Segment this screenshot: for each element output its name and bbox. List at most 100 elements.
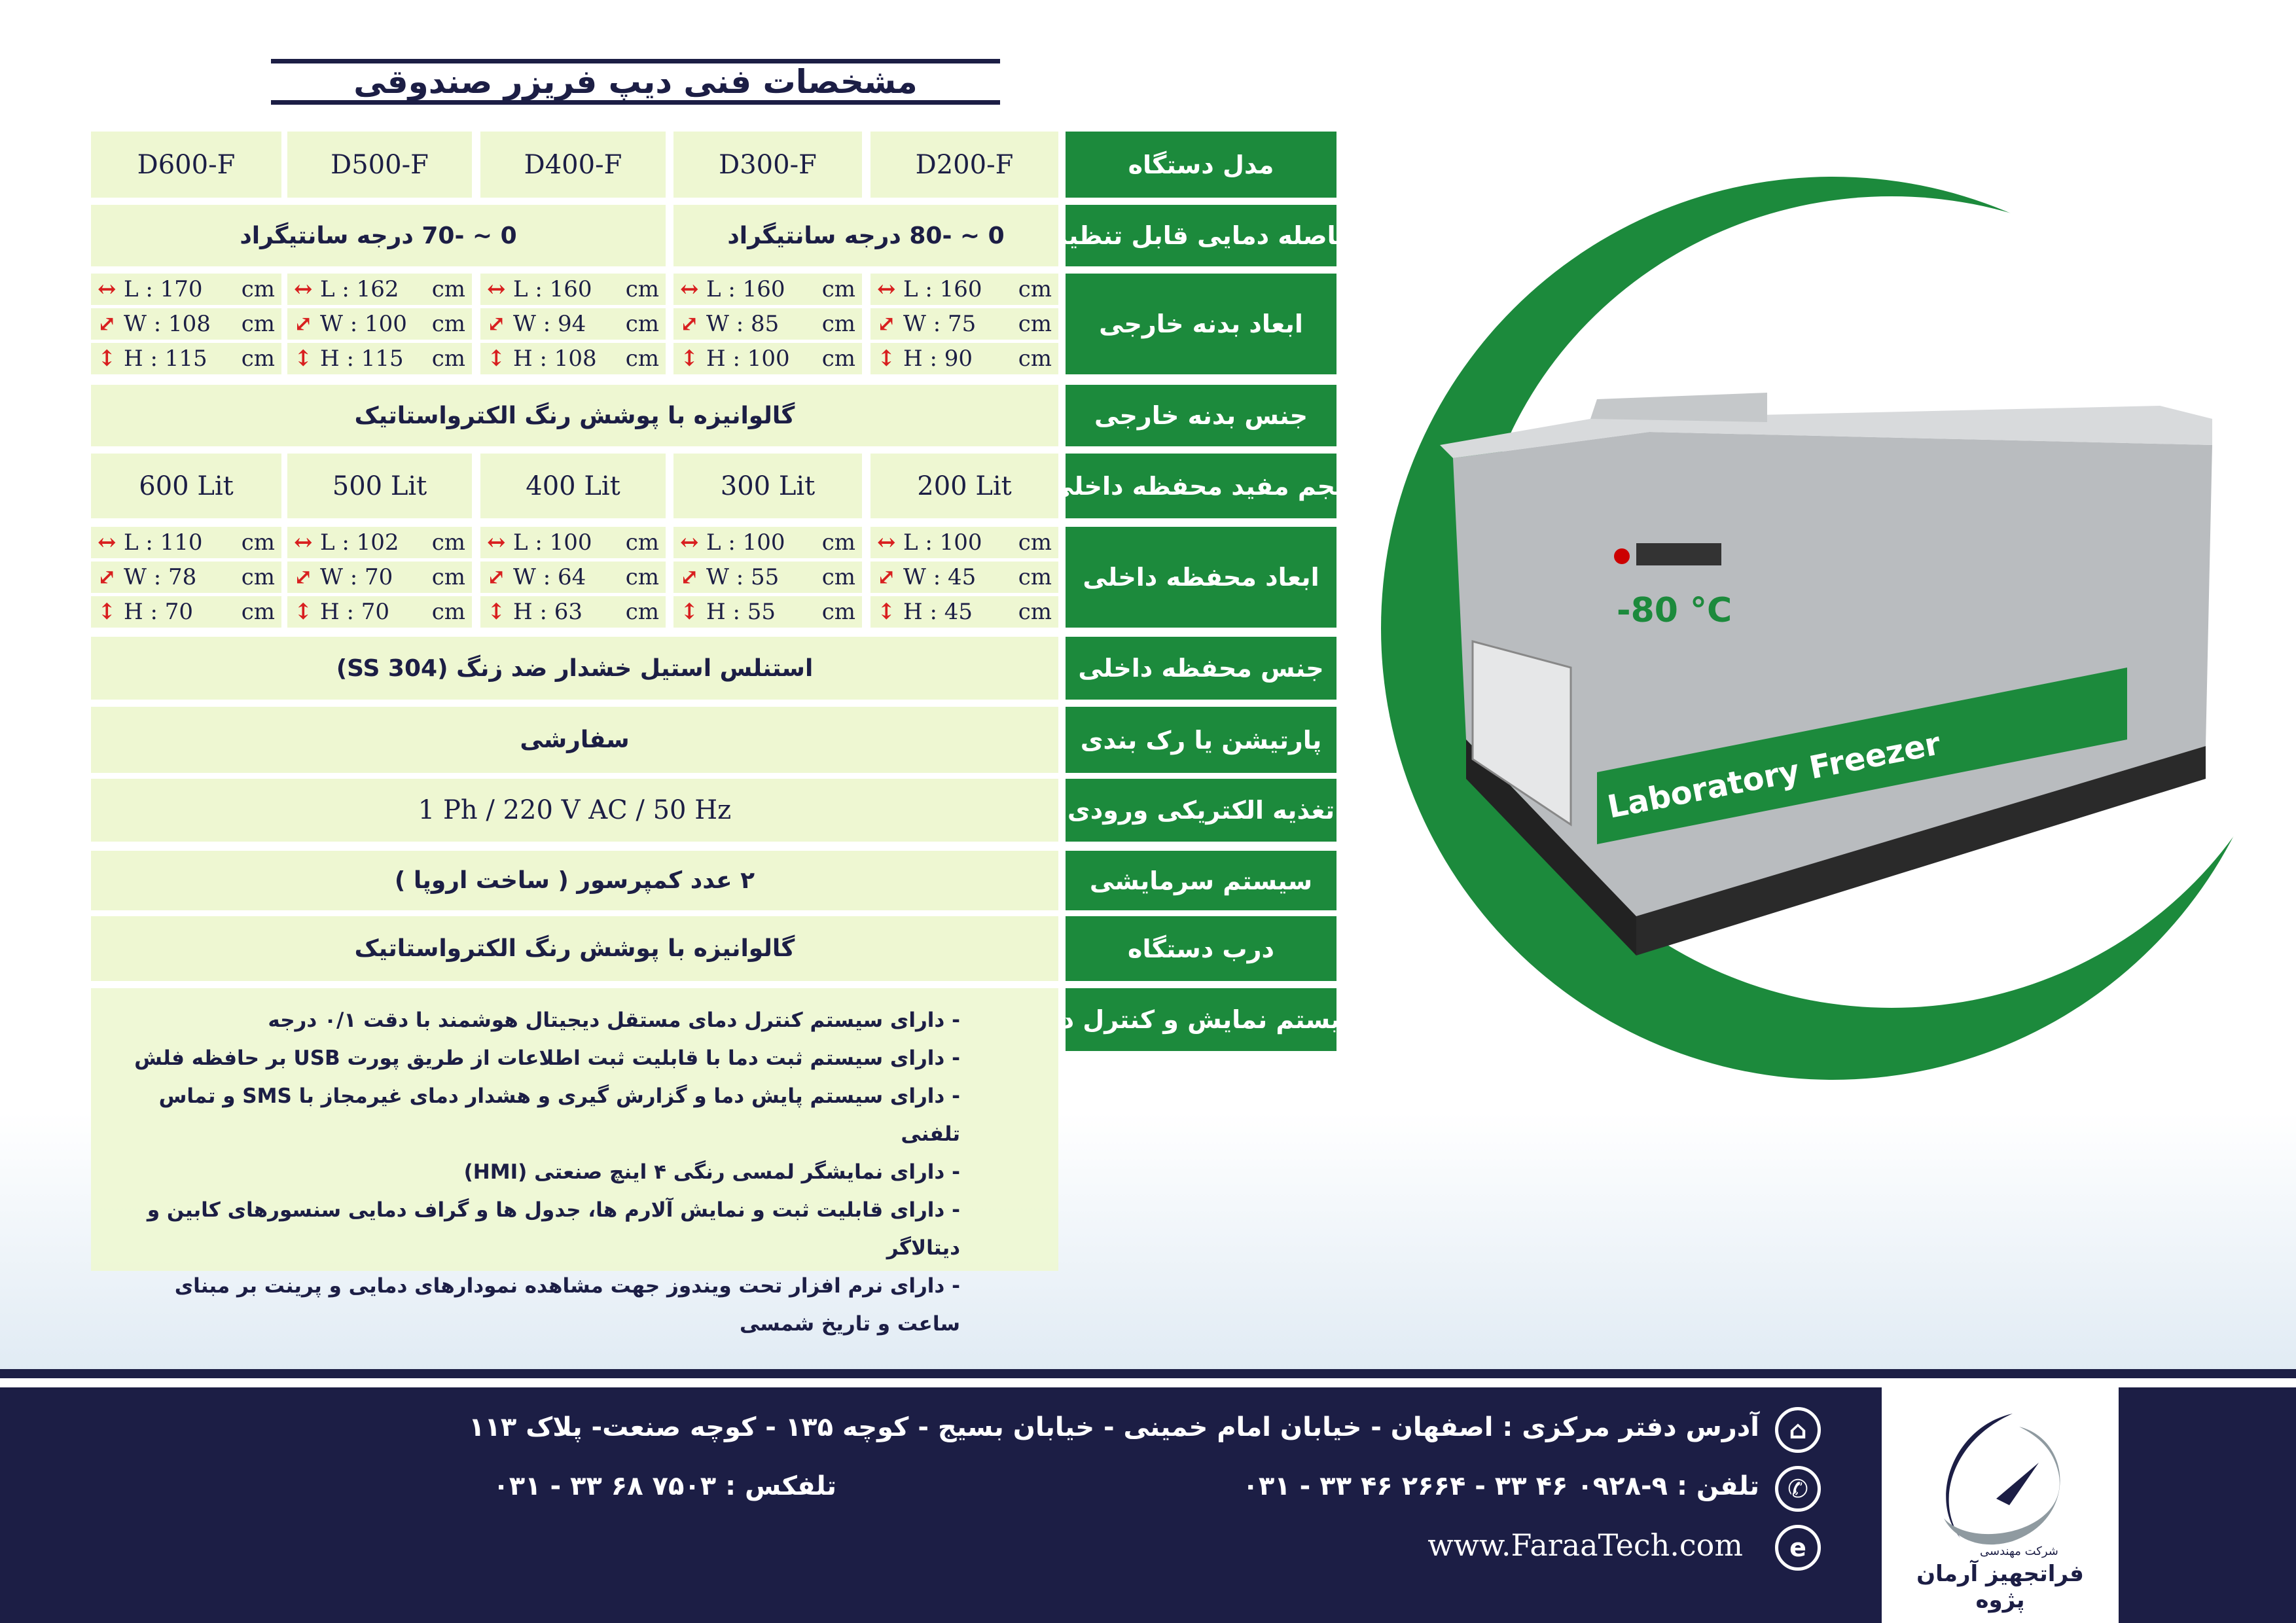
dimension-unit: cm bbox=[625, 311, 659, 337]
feature-item: - دارای نمایشگر لمسی رنگی ۴ اینچ صنعتی (… bbox=[463, 1160, 960, 1184]
dimension-cell: ↕ H : 45 cm bbox=[870, 596, 1058, 628]
dimension-value: L : 160 bbox=[903, 276, 982, 302]
dimension-value: H : 100 bbox=[706, 346, 790, 372]
value-model: D200-F bbox=[870, 132, 1058, 198]
dimension-value: L : 100 bbox=[903, 529, 982, 556]
dimension-unit: cm bbox=[241, 599, 275, 625]
dimension-unit: cm bbox=[431, 346, 465, 372]
width-arrow-icon: ⤢ bbox=[98, 564, 117, 590]
value-model: D400-F bbox=[480, 132, 666, 198]
row-label-model: مدل دستگاه bbox=[1066, 132, 1336, 198]
dimension-unit: cm bbox=[625, 529, 659, 556]
value-power: 1 Ph / 220 V AC / 50 Hz bbox=[91, 779, 1058, 842]
dimension-value: W : 70 bbox=[320, 564, 393, 590]
dimension-value: H : 108 bbox=[513, 346, 597, 372]
length-arrow-icon: ↔ bbox=[877, 529, 896, 556]
row-label-display: سیستم نمایش و کنترل دما bbox=[1037, 988, 1365, 1051]
dimension-value: W : 75 bbox=[903, 311, 977, 337]
dimension-cell: ↕ H : 90 cm bbox=[870, 343, 1058, 374]
dimension-unit: cm bbox=[1018, 276, 1052, 302]
dimension-value: H : 70 bbox=[124, 599, 193, 625]
dimension-cell: ↔ L : 100 cm bbox=[673, 527, 862, 558]
dimension-value: L : 160 bbox=[706, 276, 785, 302]
dimension-cell: ↔ L : 160 cm bbox=[673, 274, 862, 305]
dimension-cell: ↔ L : 160 cm bbox=[480, 274, 666, 305]
width-arrow-icon: ⤢ bbox=[680, 311, 699, 337]
dimension-cell: ↔ L : 162 cm bbox=[287, 274, 472, 305]
feature-item: - دارای سیستم کنترل دمای مستقل دیجیتال ه… bbox=[268, 1008, 960, 1032]
dimension-unit: cm bbox=[625, 276, 659, 302]
product-image: -80 °C Laboratory Freezer bbox=[1381, 177, 2296, 1080]
value-model: D500-F bbox=[287, 132, 472, 198]
dimension-unit: cm bbox=[821, 529, 855, 556]
length-arrow-icon: ↔ bbox=[294, 529, 313, 556]
dimension-cell: ⤢ W : 64 cm bbox=[480, 562, 666, 593]
width-arrow-icon: ⤢ bbox=[98, 311, 117, 337]
row-label-temp: فاصله دمایی قابل تنظیم bbox=[1049, 205, 1353, 266]
row-label-ext_material: جنس بدنه خارجی bbox=[1066, 385, 1336, 446]
dimension-value: W : 78 bbox=[124, 564, 197, 590]
logo-subtitle: شرکت مهندسی bbox=[1980, 1544, 2058, 1558]
length-arrow-icon: ↔ bbox=[487, 529, 506, 556]
value-model: D600-F bbox=[91, 132, 281, 198]
height-arrow-icon: ↕ bbox=[877, 599, 896, 625]
row-label-ext_dims: ابعاد بدنه خارجی bbox=[1066, 274, 1336, 374]
value-volume: 600 Lit bbox=[91, 454, 281, 518]
value-model: D300-F bbox=[673, 132, 862, 198]
feature-item: - دارای سیستم ثبت دما با قابلیت ثبت اطلا… bbox=[134, 1046, 960, 1070]
dimension-value: L : 160 bbox=[513, 276, 592, 302]
dimension-cell: ↔ L : 160 cm bbox=[870, 274, 1058, 305]
value-partition: سفارشی bbox=[91, 707, 1058, 773]
row-label-partition: پارتیشن یا رک بندی bbox=[1066, 707, 1336, 773]
dimension-value: L : 110 bbox=[124, 529, 203, 556]
phone-text: تلفن : ۹-۰۹۲۸ ۴۶ ۳۳ - ۲۶۶۴ ۴۶ ۳۳ - ۰۳۱ bbox=[1242, 1471, 1759, 1501]
width-arrow-icon: ⤢ bbox=[294, 564, 313, 590]
dimension-unit: cm bbox=[431, 564, 465, 590]
width-arrow-icon: ⤢ bbox=[294, 311, 313, 337]
dimension-unit: cm bbox=[625, 564, 659, 590]
height-arrow-icon: ↕ bbox=[680, 346, 699, 372]
dimension-unit: cm bbox=[431, 276, 465, 302]
length-arrow-icon: ↔ bbox=[877, 276, 896, 302]
dimension-unit: cm bbox=[1018, 564, 1052, 590]
dimension-cell: ↔ L : 100 cm bbox=[480, 527, 666, 558]
value-int_material: استنلس استیل خشدار ضد زنگ (SS 304) bbox=[91, 637, 1058, 700]
company-logo: شرکت مهندسی فراتجهیز آرمان پژوه bbox=[1882, 1387, 2119, 1623]
dimension-unit: cm bbox=[241, 276, 275, 302]
row-label-int_dims: ابعاد محفظه داخلی bbox=[1066, 527, 1336, 628]
height-arrow-icon: ↕ bbox=[877, 346, 896, 372]
dimension-unit: cm bbox=[241, 529, 275, 556]
dimension-cell: ↕ H : 115 cm bbox=[91, 343, 281, 374]
value-volume: 500 Lit bbox=[287, 454, 472, 518]
dimension-cell: ↕ H : 70 cm bbox=[287, 596, 472, 628]
dimension-unit: cm bbox=[821, 276, 855, 302]
dimension-unit: cm bbox=[625, 599, 659, 625]
dimension-value: H : 90 bbox=[903, 346, 973, 372]
page-title: مشخصات فنی دیپ فریزر صندوقی bbox=[271, 59, 1000, 105]
length-arrow-icon: ↔ bbox=[487, 276, 506, 302]
dimension-cell: ↔ L : 102 cm bbox=[287, 527, 472, 558]
dimension-cell: ⤢ W : 78 cm bbox=[91, 562, 281, 593]
value-volume: 300 Lit bbox=[673, 454, 862, 518]
dimension-unit: cm bbox=[625, 346, 659, 372]
address-text: آدرس دفتر مرکزی : اصفهان - خیابان امام خ… bbox=[469, 1412, 1759, 1442]
dimension-value: W : 45 bbox=[903, 564, 977, 590]
dimension-cell: ↔ L : 100 cm bbox=[870, 527, 1058, 558]
dimension-value: L : 100 bbox=[706, 529, 785, 556]
dimension-cell: ⤢ W : 55 cm bbox=[673, 562, 862, 593]
dimension-unit: cm bbox=[1018, 311, 1052, 337]
website-link[interactable]: www.FaraaTech.com bbox=[1427, 1527, 1743, 1563]
dimension-unit: cm bbox=[1018, 529, 1052, 556]
dimension-value: L : 102 bbox=[320, 529, 399, 556]
dimension-unit: cm bbox=[1018, 599, 1052, 625]
dimension-cell: ↕ H : 100 cm bbox=[673, 343, 862, 374]
display-features-cell: - دارای سیستم کنترل دمای مستقل دیجیتال ه… bbox=[91, 988, 1058, 1336]
height-arrow-icon: ↕ bbox=[98, 599, 117, 625]
value-volume: 200 Lit bbox=[870, 454, 1058, 518]
width-arrow-icon: ⤢ bbox=[877, 564, 896, 590]
feature-item: - دارای نرم افزار تحت ویندوز جهت مشاهده … bbox=[174, 1274, 960, 1336]
height-arrow-icon: ↕ bbox=[487, 599, 506, 625]
dimension-value: L : 162 bbox=[320, 276, 399, 302]
value-volume: 400 Lit bbox=[480, 454, 666, 518]
dimension-value: W : 64 bbox=[513, 564, 586, 590]
